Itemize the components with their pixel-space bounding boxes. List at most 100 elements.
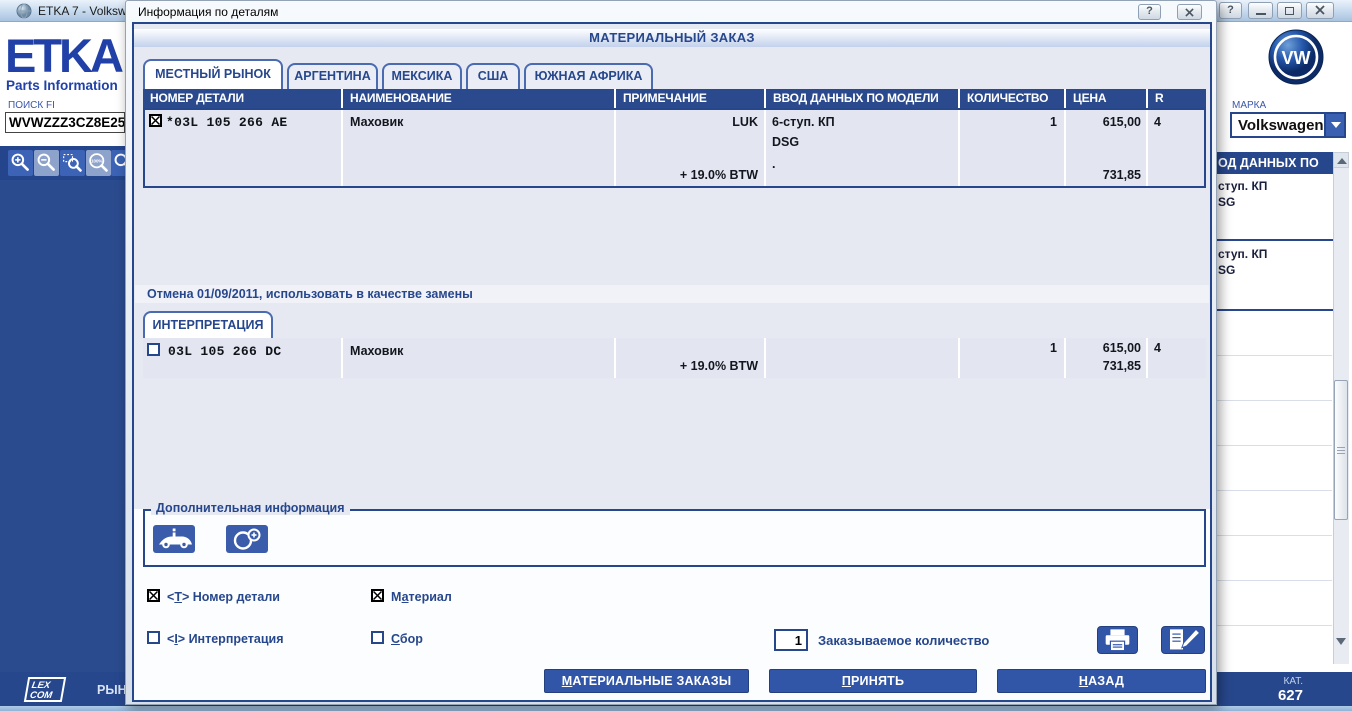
model-line: DSG	[772, 135, 800, 149]
quantity-value: 1	[1050, 115, 1057, 129]
part-number-checkbox-label: <T> Номер детали	[167, 590, 280, 604]
dialog-title: Информация по деталям	[138, 5, 279, 19]
tab-usa[interactable]: США	[466, 63, 520, 89]
brand-dropdown[interactable]: Volkswagen	[1230, 112, 1346, 138]
column-header-price: ЦЕНА	[1066, 89, 1146, 108]
scroll-up-button[interactable]	[1333, 152, 1349, 168]
checkmark-x-icon	[149, 591, 158, 600]
restore-icon	[1285, 7, 1294, 15]
zoom-out-icon[interactable]	[34, 150, 59, 176]
row-separator	[1216, 445, 1332, 446]
column-header-model-data: ВВОД ДАННЫХ ПО МОДЕЛИ	[766, 89, 958, 108]
close-icon	[1315, 5, 1325, 15]
row-checkbox[interactable]	[147, 343, 160, 356]
part-name: Маховик	[350, 344, 404, 358]
edit-icon[interactable]	[1161, 626, 1205, 654]
vehicle-info-icon[interactable]	[153, 525, 195, 553]
price-total-value: 731,85	[1102, 359, 1141, 373]
discontinued-notice: Отмена 01/09/2011, использовать в качест…	[135, 285, 1209, 303]
dialog-close-button[interactable]	[1177, 4, 1202, 20]
model-data-line: SG	[1218, 195, 1236, 209]
name-cell: Маховик	[343, 338, 614, 378]
scrollbar-thumb[interactable]	[1334, 380, 1348, 520]
model-data-line: SG	[1218, 263, 1236, 277]
table-header: НОМЕР ДЕТАЛИ НАИМЕНОВАНИЕ ПРИМЕЧАНИЕ ВВО…	[143, 89, 1206, 108]
catalog-label: КАТ.	[1283, 676, 1304, 687]
checkmark-x-icon	[373, 591, 382, 600]
row-separator	[1216, 625, 1332, 626]
ring-add-icon[interactable]	[226, 525, 268, 553]
printer-icon[interactable]	[1097, 626, 1138, 654]
part-number-checkbox[interactable]	[147, 589, 160, 602]
interpretation-checkbox[interactable]	[147, 631, 160, 644]
r-cell: 4	[1148, 338, 1206, 378]
left-dark-panel	[0, 180, 126, 672]
tab-local-market[interactable]: МЕСТНЫЙ РЫНОК	[143, 59, 283, 89]
globe-icon	[16, 3, 32, 19]
dropdown-arrow-button[interactable]	[1324, 114, 1344, 136]
search-fi-input[interactable]	[5, 112, 125, 133]
note-vat: + 19.0% BTW	[679, 168, 758, 182]
order-quantity-label: Заказываемое количество	[818, 633, 990, 648]
help-button[interactable]: ?	[1219, 2, 1242, 19]
note-vat: + 19.0% BTW	[679, 359, 758, 373]
minimize-icon	[1256, 13, 1266, 15]
catalog-number: 627	[1277, 687, 1303, 704]
zoom-100-icon[interactable]: 100%	[86, 150, 111, 176]
material-orders-button[interactable]: МАТЕРИАЛЬНЫЕ ЗАКАЗЫ	[544, 669, 749, 693]
row-checkbox[interactable]	[149, 114, 162, 127]
svg-text:VW: VW	[1282, 48, 1311, 68]
tab-mexico[interactable]: МЕКСИКА	[382, 63, 462, 89]
tab-south-africa[interactable]: ЮЖНАЯ АФРИКА	[524, 63, 653, 89]
note-cell: + 19.0% BTW	[616, 338, 764, 378]
close-icon	[1185, 8, 1194, 17]
dialog-help-button[interactable]: ?	[1138, 4, 1161, 20]
table-row[interactable]: *03L 105 266 AE Маховик LUK + 19.0% BTW …	[143, 108, 1206, 188]
part-number: 03L 105 266 DC	[168, 344, 282, 359]
restore-button[interactable]	[1277, 2, 1302, 19]
grip	[1337, 447, 1345, 448]
search-fi-label: ПОИСК FI	[8, 100, 55, 111]
grip	[1337, 453, 1345, 454]
brand-label: МАРКА	[1232, 100, 1267, 111]
grip	[1337, 450, 1345, 451]
close-button[interactable]	[1306, 2, 1334, 19]
price-value: 615,00	[1102, 341, 1141, 355]
name-cell: Маховик	[343, 110, 614, 186]
model-line: .	[772, 157, 776, 171]
price-cell: 615,00 731,85	[1066, 110, 1146, 186]
brand-value: Volkswagen	[1238, 117, 1324, 134]
zoom-selection-icon[interactable]	[60, 150, 85, 176]
row-separator	[1216, 355, 1332, 356]
lexcom-logo: LEX COM	[23, 677, 67, 702]
assembly-checkbox-label: Сбор	[391, 632, 423, 646]
accept-button[interactable]: ПРИНЯТЬ	[769, 669, 977, 693]
note-top: LUK	[732, 115, 758, 129]
price-value: 615,00	[1102, 115, 1141, 129]
interpretation-row[interactable]: 03L 105 266 DC Маховик + 19.0% BTW 1 615…	[143, 338, 1206, 378]
quantity-cell: 1	[960, 110, 1064, 186]
back-button[interactable]: НАЗАД	[997, 669, 1206, 693]
tab-interpretation[interactable]: ИНТЕРПРЕТАЦИЯ	[143, 311, 273, 338]
zoom-in-icon[interactable]	[8, 150, 33, 176]
order-quantity-input[interactable]	[774, 629, 808, 651]
column-header-part-number: НОМЕР ДЕТАЛИ	[143, 89, 341, 108]
tab-argentina[interactable]: АРГЕНТИНА	[287, 63, 378, 89]
assembly-checkbox[interactable]	[371, 631, 384, 644]
column-header-r: R	[1148, 89, 1206, 108]
note-cell: LUK + 19.0% BTW	[616, 110, 764, 186]
row-separator	[1216, 580, 1332, 581]
material-checkbox[interactable]	[371, 589, 384, 602]
svg-text:100%: 100%	[91, 159, 102, 164]
lexcom-line2: COM	[28, 690, 54, 701]
scroll-down-icon[interactable]	[1336, 638, 1346, 645]
row-separator	[1216, 239, 1333, 241]
minimize-button[interactable]	[1248, 2, 1273, 19]
material-order-header: МАТЕРИАЛЬНЫЙ ЗАКАЗ	[134, 29, 1210, 47]
model-line: 6-ступ. КП	[772, 115, 835, 129]
checkmark-x-icon	[151, 116, 160, 125]
model-data-cell	[766, 338, 958, 378]
main-window-title: ETKA 7 - Volkswa	[38, 4, 134, 18]
row-separator	[1216, 490, 1332, 491]
part-number: *03L 105 266 AE	[166, 115, 288, 130]
